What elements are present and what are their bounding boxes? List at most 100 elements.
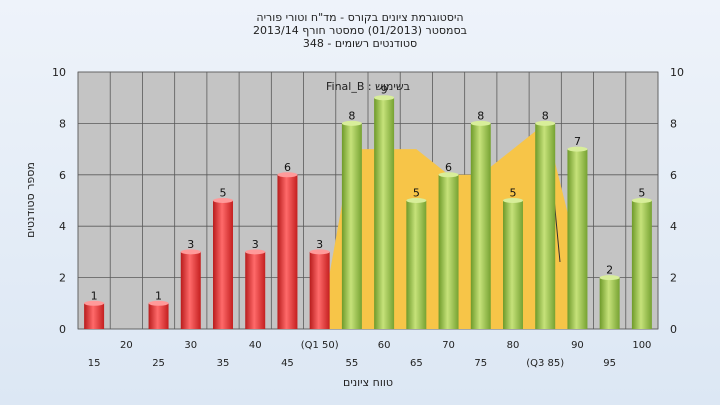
x-tick-label: 95 <box>603 358 616 369</box>
data-label: 5 <box>413 187 420 200</box>
bar-cap <box>599 275 620 281</box>
bar-60 <box>374 95 395 329</box>
bar-35 <box>213 198 233 329</box>
bar-body <box>631 200 652 329</box>
chart-title: היסטוגרמת ציונים בקורס - מד"ח וטורי פורי… <box>253 11 467 50</box>
y-tick-label: 2 <box>59 272 66 285</box>
data-label: 2 <box>606 264 613 277</box>
bar-cap <box>341 120 362 126</box>
bar-body <box>84 303 105 329</box>
x-tick-label: 70 <box>442 340 455 351</box>
bar-body <box>599 277 620 329</box>
y-tick-label: 0 <box>59 323 66 336</box>
bar-cap <box>567 146 588 152</box>
data-label: 3 <box>316 238 323 251</box>
x-tick-label: 25 <box>152 358 165 369</box>
bar-body <box>567 149 588 329</box>
data-label: 8 <box>542 109 549 122</box>
bar-body <box>406 200 427 329</box>
bar-cap <box>148 300 169 306</box>
bar-55 <box>341 120 362 330</box>
bar-80 <box>503 198 523 329</box>
data-label: 5 <box>510 187 517 200</box>
data-label: 6 <box>284 161 291 174</box>
x-axis: 15 20 25 30 35 40 45 (Q1 50) 55 60 65 70 75 80 (Q3 85)… <box>88 340 652 369</box>
data-label: 1 <box>155 289 162 302</box>
bar-90 <box>567 146 588 329</box>
x-tick-label: 35 <box>217 358 230 369</box>
x-tick-label: (Q3 85) <box>526 358 564 369</box>
bar-cap <box>631 198 652 203</box>
title-line-2: בסמסטר (01/2013) סמסטר חורף 2013/14 <box>253 24 467 37</box>
x-tick-label: 75 <box>474 358 487 369</box>
bar-50 <box>309 249 330 329</box>
data-labels: 1 1 3 5 3 6 3 8 9 5 6 8 5 8 7 2 5 <box>91 84 646 303</box>
x-tick-label: (Q1 50) <box>301 340 339 351</box>
bar-85 <box>535 120 556 330</box>
y-axis-left: 0 2 4 6 8 10 <box>52 66 66 336</box>
data-label: 7 <box>574 135 581 148</box>
bar-body <box>213 200 233 329</box>
y-tick-label-right: 0 <box>670 323 677 336</box>
bar-cap <box>277 172 298 178</box>
bar-25 <box>148 300 169 329</box>
bar-30 <box>180 249 201 329</box>
y-tick-label: 6 <box>59 169 66 182</box>
data-label: 1 <box>91 289 98 302</box>
x-tick-label: 45 <box>281 358 294 369</box>
y-tick-label: 4 <box>59 220 66 233</box>
bar-70 <box>438 172 459 329</box>
bar-body <box>277 174 298 329</box>
x-tick-label: 30 <box>184 340 197 351</box>
y-tick-label-right: 2 <box>670 272 677 285</box>
x-tick-label: 15 <box>88 358 101 369</box>
bars <box>84 95 652 330</box>
data-label: 9 <box>381 84 388 97</box>
bar-body <box>180 251 201 329</box>
bar-body <box>148 303 169 329</box>
annotation: בשימוש : Final_B <box>326 80 410 93</box>
bar-body <box>470 123 491 330</box>
data-label: 5 <box>638 187 645 200</box>
bar-body <box>245 251 266 329</box>
bar-body <box>309 251 330 329</box>
bar-cap <box>438 172 459 178</box>
y-tick-label-right: 8 <box>670 117 677 130</box>
bar-cap <box>84 300 105 306</box>
data-label: 3 <box>187 238 194 251</box>
bar-cap <box>213 198 233 203</box>
y-tick-label-right: 6 <box>670 169 677 182</box>
title-line-3: סטודנטים רשומים - 348 <box>303 37 417 50</box>
data-label: 5 <box>220 187 227 200</box>
bar-body <box>535 123 556 330</box>
bar-body <box>341 123 362 330</box>
x-tick-label: 90 <box>571 340 584 351</box>
bar-cap <box>374 95 395 101</box>
bar-body <box>438 174 459 329</box>
bar-40 <box>245 249 266 329</box>
bar-cap <box>245 249 266 255</box>
x-axis-title: טווח ציונים <box>343 376 393 389</box>
bar-100 <box>631 198 652 329</box>
bar-cap <box>470 120 491 126</box>
data-label: 3 <box>252 238 259 251</box>
x-tick-label: 60 <box>378 340 391 351</box>
data-label: 8 <box>477 109 484 122</box>
y-axis-right: 0 2 4 6 8 10 <box>670 66 684 336</box>
y-tick-label-right: 4 <box>670 220 677 233</box>
data-label: 8 <box>348 109 355 122</box>
y-tick-label: 8 <box>59 117 66 130</box>
bar-cap <box>406 198 427 203</box>
bar-75 <box>470 120 491 330</box>
x-tick-label: 80 <box>507 340 520 351</box>
x-tick-label: 100 <box>632 340 651 351</box>
bar-65 <box>406 198 427 329</box>
x-tick-label: 20 <box>120 340 133 351</box>
bar-cap <box>309 249 330 255</box>
y-tick-label: 10 <box>52 66 66 79</box>
x-tick-label: 65 <box>410 358 423 369</box>
y-tick-label-right: 10 <box>670 66 684 79</box>
data-label: 6 <box>445 161 452 174</box>
x-tick-label: 55 <box>346 358 359 369</box>
